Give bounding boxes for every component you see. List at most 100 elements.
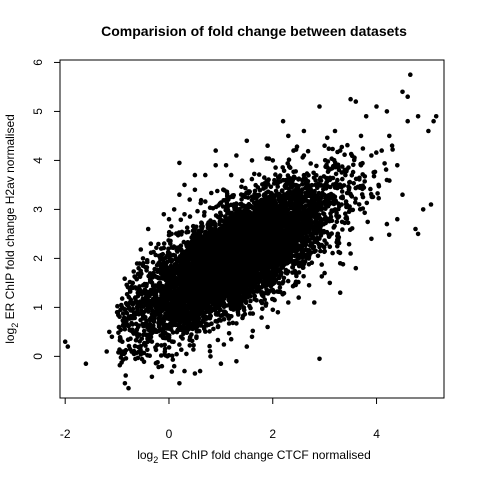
data-point	[184, 351, 189, 357]
plot-frame	[59, 59, 445, 399]
data-point	[349, 226, 355, 231]
data-point	[134, 261, 140, 266]
data-point	[161, 241, 167, 246]
data-point	[131, 269, 136, 274]
data-point	[345, 142, 350, 148]
data-point	[115, 303, 120, 309]
data-point	[318, 205, 323, 210]
data-point	[249, 176, 255, 182]
data-point	[254, 298, 259, 303]
data-point	[187, 337, 192, 343]
data-point	[180, 336, 185, 341]
data-point	[124, 310, 130, 316]
data-point	[342, 220, 348, 226]
data-point	[138, 247, 144, 252]
data-point	[362, 179, 368, 184]
data-point	[371, 173, 377, 179]
data-point	[156, 241, 161, 247]
data-point	[302, 213, 307, 218]
data-point	[281, 275, 287, 281]
data-point	[306, 262, 312, 267]
data-point	[318, 248, 323, 254]
data-point	[211, 326, 216, 332]
data-point	[360, 172, 366, 177]
data-point	[141, 328, 147, 334]
data-point	[197, 328, 202, 334]
data-point	[335, 231, 341, 237]
data-point	[316, 241, 322, 247]
data-point	[174, 351, 179, 357]
data-point	[273, 172, 278, 177]
data-point	[226, 331, 232, 336]
data-point	[362, 210, 368, 216]
data-point	[325, 135, 330, 141]
data-point	[339, 144, 345, 150]
data-point	[318, 233, 324, 238]
data-point	[229, 221, 235, 227]
data-point	[168, 238, 173, 244]
data-point	[330, 146, 335, 152]
data-point	[126, 343, 132, 349]
data-point	[218, 200, 224, 205]
data-point	[162, 342, 167, 348]
data-point	[259, 315, 264, 320]
data-point	[245, 195, 251, 200]
data-point	[142, 298, 147, 304]
data-point	[342, 152, 347, 157]
data-point	[276, 281, 282, 286]
data-point	[291, 259, 296, 265]
data-point	[185, 229, 191, 235]
data-point	[141, 304, 146, 309]
data-point	[262, 297, 268, 302]
data-point	[261, 186, 266, 191]
data-point	[236, 312, 241, 317]
data-point	[228, 202, 234, 208]
data-point	[256, 172, 262, 177]
data-point	[351, 181, 357, 186]
data-point	[376, 195, 382, 201]
data-point	[331, 225, 337, 230]
data-point	[272, 177, 277, 183]
data-point	[278, 272, 284, 277]
data-point	[207, 349, 213, 354]
data-point	[234, 321, 239, 326]
data-point	[224, 200, 230, 205]
data-point	[322, 238, 327, 243]
data-point	[133, 274, 138, 280]
data-point	[293, 169, 299, 174]
data-point	[133, 338, 139, 343]
data-point	[273, 165, 278, 170]
data-point	[286, 157, 292, 162]
data-point	[343, 211, 348, 216]
data-point	[221, 342, 227, 347]
data-point	[346, 209, 352, 214]
data-point	[364, 200, 370, 206]
data-point	[149, 374, 155, 380]
data-point	[325, 159, 331, 164]
data-point	[215, 324, 221, 329]
data-point	[247, 303, 252, 309]
data-point	[230, 193, 235, 198]
data-point	[345, 220, 351, 226]
data-point	[162, 297, 168, 303]
data-point	[120, 311, 126, 316]
data-point	[344, 167, 350, 172]
data-point	[292, 175, 298, 181]
data-point	[166, 345, 172, 350]
data-point	[301, 274, 306, 279]
data-point	[138, 343, 143, 349]
data-point	[326, 234, 332, 239]
data-point	[248, 298, 253, 304]
data-point	[127, 300, 133, 305]
data-point	[169, 258, 175, 263]
data-point	[171, 339, 176, 345]
data-point	[178, 217, 184, 223]
data-point	[179, 347, 184, 353]
data-point	[360, 194, 366, 200]
data-point	[326, 146, 332, 151]
data-point	[250, 328, 256, 334]
data-point	[162, 346, 168, 352]
data-point	[280, 165, 286, 170]
data-point	[117, 362, 123, 368]
data-point	[221, 304, 227, 310]
